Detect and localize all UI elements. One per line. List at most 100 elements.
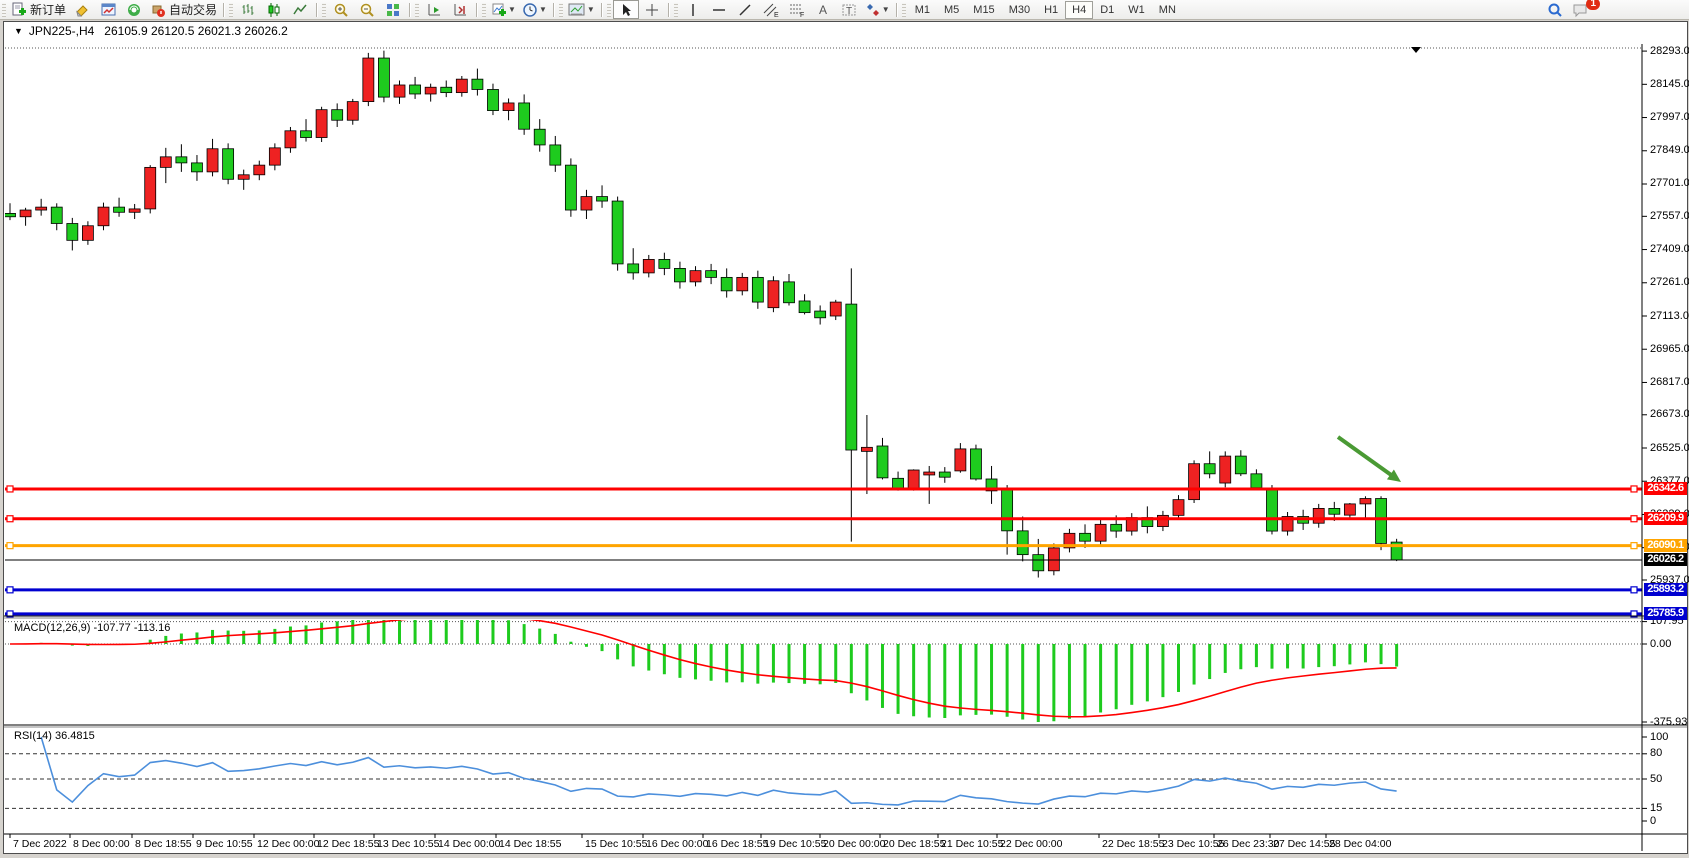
candle-body (378, 57, 390, 98)
time-tick-label: 20 Dec 18:55 (883, 838, 946, 850)
candle-body (720, 276, 733, 292)
time-tick-label: 20 Dec 00:00 (823, 838, 886, 850)
candle-body (144, 166, 157, 210)
time-tick-label: 27 Dec 14:55 (1273, 838, 1336, 850)
candle-body (627, 263, 640, 274)
candle-body (206, 148, 219, 173)
chart-canvas[interactable] (4, 22, 1687, 851)
line-chart-button[interactable] (288, 1, 312, 18)
zoom-in-button[interactable] (329, 1, 353, 18)
timeframe-d1[interactable]: D1 (1100, 3, 1115, 16)
eraser-button[interactable] (70, 1, 94, 18)
cursor-icon (622, 3, 631, 16)
rsi-tick-label: 0 (1650, 814, 1657, 827)
new-order-button[interactable]: 新订单 (9, 1, 68, 18)
time-tick-label: 22 Dec 18:55 (1102, 838, 1165, 850)
time-tick-label: 28 Dec 04:00 (1329, 838, 1392, 850)
rsi-tick-label: 15 (1650, 801, 1663, 814)
candle-body (1094, 523, 1107, 542)
chart-window[interactable]: ▼ JPN225-,H4 26105.9 26120.5 26021.3 260… (3, 21, 1689, 854)
svg-text:F: F (800, 12, 804, 18)
text-label-button[interactable]: T (837, 1, 861, 18)
zoom-out-button[interactable] (355, 1, 379, 18)
timeframe-m1[interactable]: M1 (914, 3, 930, 16)
timeframe-h1[interactable]: H1 (1044, 3, 1059, 16)
candle-body (1266, 488, 1278, 532)
tile-windows-icon (387, 3, 400, 16)
chart-window-button[interactable] (96, 1, 120, 18)
candle-body (596, 196, 608, 202)
horizontal-line-icon (712, 8, 725, 11)
timeframe-m30[interactable]: M30 (1008, 3, 1031, 16)
macd-tick-label: 0.00 (1650, 637, 1672, 650)
candle-body (66, 223, 79, 241)
bar-chart-icon (242, 3, 254, 15)
candle-body (829, 301, 842, 317)
fibonacci-button[interactable]: F (785, 1, 809, 18)
candle-body (1328, 507, 1341, 515)
text-button[interactable]: A (811, 1, 835, 18)
vertical-line-button[interactable] (681, 1, 705, 18)
candle-body (861, 446, 873, 452)
arrows-button[interactable]: ▼ (863, 1, 892, 18)
timeframe-mn[interactable]: MN (1158, 3, 1176, 16)
templates-button[interactable]: ▼ (566, 1, 597, 18)
toolbar-grip[interactable] (2, 2, 6, 17)
candlestick-chart-button[interactable] (262, 1, 286, 18)
time-tick-label: 12 Dec 00:00 (257, 838, 320, 850)
price-tick-label: 26525.0 (1650, 441, 1689, 454)
candle-body (1375, 498, 1387, 544)
collapse-ohlc-icon[interactable]: ▼ (14, 25, 23, 36)
crosshair-icon (645, 3, 658, 16)
price-line-label: 25785.9 (1644, 607, 1687, 621)
candle-body (985, 478, 998, 492)
candle-body (1343, 503, 1356, 516)
equidistant-channel-button[interactable]: E (759, 1, 783, 18)
arrows-icon (866, 3, 879, 16)
chart-shift-button[interactable] (422, 1, 446, 18)
candle-body (876, 445, 889, 479)
auto-trading-label: 自动交易 (169, 3, 218, 17)
candle-body (455, 78, 468, 94)
bar-chart-button[interactable] (236, 1, 260, 18)
price-line-label: 26209.9 (1644, 512, 1687, 526)
candle-body (767, 280, 780, 309)
horizontal-line-button[interactable] (707, 1, 731, 18)
crosshair-button[interactable] (640, 1, 664, 18)
annotation-arrow (1336, 435, 1396, 479)
candle-body (954, 448, 967, 472)
chart-auto-scroll-icon (454, 3, 467, 15)
cursor-button[interactable] (612, 0, 639, 19)
timeframe-m15[interactable]: M15 (973, 3, 995, 16)
rsi-tick-label: 100 (1650, 730, 1669, 743)
auto-trading-button[interactable]: 自动交易 (148, 1, 219, 18)
candle-body (128, 208, 141, 213)
time-tick-label: 21 Dec 10:55 (941, 838, 1004, 850)
candle-body (798, 300, 811, 314)
chat-button[interactable]: 1 (1569, 0, 1600, 18)
timeframe-m5[interactable]: M5 (944, 3, 960, 16)
candle-body (938, 471, 951, 478)
trendline-icon (739, 3, 751, 16)
candle-body (907, 469, 920, 489)
price-tick-label: 26673.0 (1650, 408, 1689, 421)
chart-auto-scroll-button[interactable] (448, 1, 472, 18)
time-tick-label: 14 Dec 00:00 (438, 838, 501, 850)
candle-body (611, 200, 624, 265)
timeframe-w1[interactable]: W1 (1128, 3, 1145, 16)
candle-body (1234, 455, 1247, 475)
price-line-label: 25893.2 (1644, 583, 1687, 597)
price-tick-label: 25937.0 (1650, 573, 1689, 586)
search-button[interactable] (1543, 1, 1567, 18)
indicators-button[interactable]: ▼ (489, 1, 518, 18)
trendline-button[interactable] (733, 1, 757, 18)
candle-body (1001, 488, 1014, 532)
timeframe-h4[interactable]: H4 (1065, 0, 1094, 19)
periods-clock-button[interactable]: ▼ (520, 1, 549, 18)
candle-body (1172, 499, 1185, 516)
line-handle (6, 610, 14, 618)
news-button[interactable] (122, 1, 146, 18)
auto-trading-icon (152, 5, 166, 17)
rsi-tick-label: 50 (1650, 772, 1663, 785)
tile-windows-button[interactable] (381, 1, 405, 18)
